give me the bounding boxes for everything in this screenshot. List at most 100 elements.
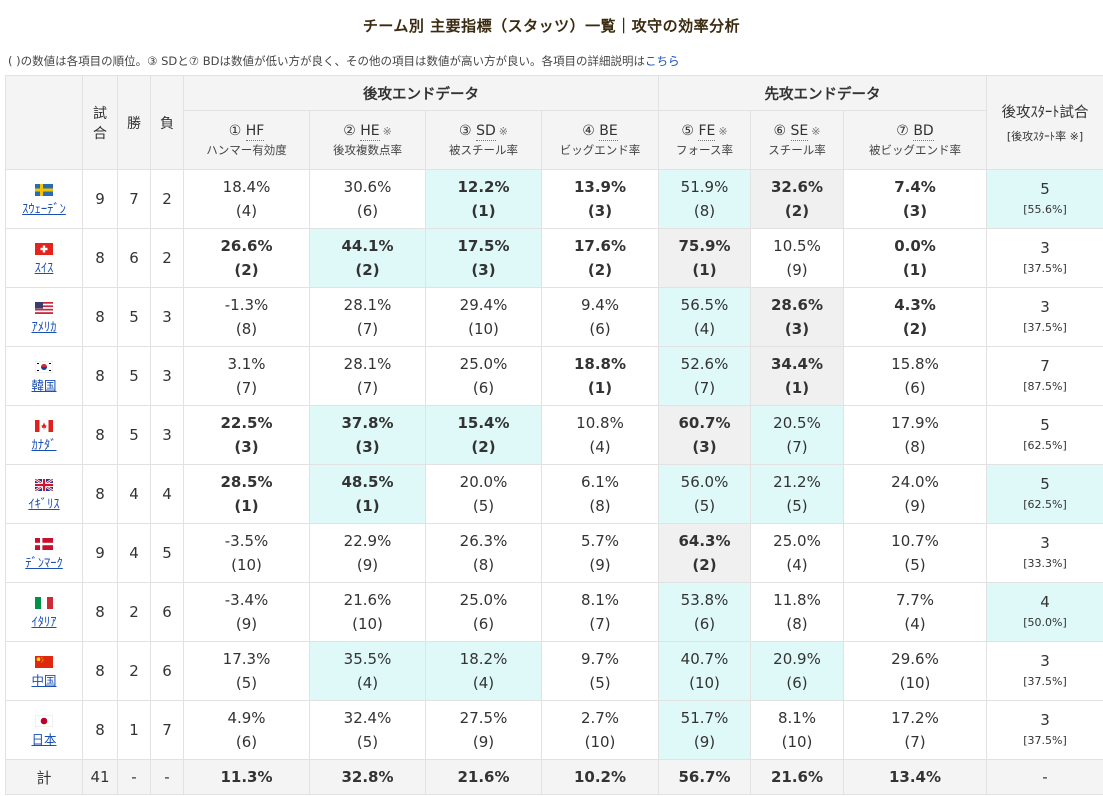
stat-rank: (6) bbox=[693, 615, 716, 633]
stat-cell-he: 28.1% (7) bbox=[309, 287, 426, 347]
hammer-start-label: 後攻ｽﾀｰﾄ試合 bbox=[1001, 105, 1089, 121]
table-row: ｲﾀﾘｱ 8 2 6 -3.4% (9) 21.6% (10) 25.0% (6) 8.1% (7) 5… bbox=[5, 582, 1103, 642]
stat-cell-he: 22.9% (9) bbox=[309, 523, 426, 583]
canada-flag-icon bbox=[35, 420, 53, 433]
japan-flag-icon bbox=[35, 715, 53, 728]
team-wins: 5 bbox=[117, 287, 151, 347]
metric-header-sd: ③ SD ※ 被スチール率 bbox=[425, 110, 542, 170]
stat-rank: (9) bbox=[472, 733, 495, 751]
metric-description: 被スチール率 bbox=[449, 142, 518, 157]
stat-rank: (6) bbox=[472, 615, 495, 633]
team-losses: 3 bbox=[150, 346, 184, 406]
metric-number: ⑦ bbox=[896, 122, 909, 139]
stat-rank: (4) bbox=[356, 674, 379, 692]
stat-rank: (4) bbox=[904, 615, 926, 633]
team-losses: 2 bbox=[150, 169, 184, 229]
team-name-link[interactable]: ｶﾅﾀﾞ bbox=[31, 436, 57, 452]
stat-value: 15.4% bbox=[457, 414, 510, 432]
metric-title: ④ BE bbox=[542, 122, 658, 141]
stat-cell-hf: 18.4% (4) bbox=[183, 169, 310, 229]
stat-value: -3.5% bbox=[224, 532, 269, 550]
stat-cell-be: 8.1% (7) bbox=[541, 582, 659, 642]
stat-cell-sd: 29.4% (10) bbox=[425, 287, 542, 347]
stat-rank: (9) bbox=[904, 497, 926, 515]
stat-rank: (9) bbox=[235, 615, 258, 633]
hammer-start-count: 3 bbox=[1040, 298, 1050, 316]
team-name-link[interactable]: ｽｳｪｰﾃﾞﾝ bbox=[22, 200, 66, 216]
team-cell: ｽｲｽ bbox=[5, 228, 83, 288]
details-link[interactable]: こちら bbox=[644, 54, 680, 68]
table-row: ｽｳｪｰﾃﾞﾝ 9 7 2 18.4% (4) 30.6% (6) 12.2% (1) 13.9% (… bbox=[5, 169, 1103, 229]
team-wins: 7 bbox=[117, 169, 151, 229]
total-wins: - bbox=[117, 759, 151, 795]
stat-cell-he: 32.4% (5) bbox=[309, 700, 426, 760]
stat-cell-be: 5.7% (9) bbox=[541, 523, 659, 583]
stat-cell-be: 18.8% (1) bbox=[541, 346, 659, 406]
stat-cell-se: 11.8% (8) bbox=[750, 582, 844, 642]
stat-rank: (9) bbox=[786, 261, 808, 279]
hammer-start-cell: 4 [50.0%] bbox=[986, 582, 1103, 642]
hammer-start-cell: 5 [55.6%] bbox=[986, 169, 1103, 229]
stat-value: 7.4% bbox=[894, 178, 936, 196]
stat-value: 8.1% bbox=[777, 709, 817, 727]
team-cell: 中国 bbox=[5, 641, 83, 701]
team-losses: 2 bbox=[150, 228, 184, 288]
total-losses: - bbox=[150, 759, 184, 795]
note-text: ( )の数値は各項目の順位。③ SDと⑦ BDは数値が低い方が良く、その他の項目… bbox=[8, 54, 645, 68]
stat-rank: (1) bbox=[355, 497, 380, 515]
stat-rank: (5) bbox=[472, 497, 495, 515]
team-name-link[interactable]: ｽｲｽ bbox=[34, 259, 54, 275]
stat-rank: (2) bbox=[234, 261, 259, 279]
total-stat-sd: 21.6% bbox=[425, 759, 542, 795]
hammer-start-cell: 3 [37.5%] bbox=[986, 700, 1103, 760]
stat-value: 10.8% bbox=[576, 414, 624, 432]
stat-value: 60.7% bbox=[678, 414, 731, 432]
stat-rank: (5) bbox=[786, 497, 808, 515]
team-name-link[interactable]: ﾃﾞﾝﾏｰｸ bbox=[25, 554, 63, 570]
stat-rank: (7) bbox=[356, 379, 379, 397]
team-name-link[interactable]: ｱﾒﾘｶ bbox=[31, 318, 57, 334]
metric-mark: ※ bbox=[498, 124, 508, 138]
table-row: 日本 8 1 7 4.9% (6) 32.4% (5) 27.5% (9) 2.7% (10) 51.7… bbox=[5, 700, 1103, 760]
team-cell: ｶﾅﾀﾞ bbox=[5, 405, 83, 465]
stat-value: 17.5% bbox=[457, 237, 510, 255]
stat-rank: (2) bbox=[587, 261, 613, 279]
stat-value: 15.8% bbox=[891, 355, 939, 373]
team-name-link[interactable]: ｲｷﾞﾘｽ bbox=[28, 495, 60, 511]
metric-description: 後攻複数点率 bbox=[333, 142, 402, 157]
swiss-flag-icon bbox=[35, 243, 53, 256]
stat-value: 17.6% bbox=[573, 237, 627, 255]
stat-rank: (1) bbox=[692, 261, 717, 279]
stat-rank: (9) bbox=[589, 556, 611, 574]
team-wins: 2 bbox=[117, 641, 151, 701]
table-row: ﾃﾞﾝﾏｰｸ 9 4 5 -3.5% (10) 22.9% (9) 26.3% (8) 5.7% (9… bbox=[5, 523, 1103, 583]
stat-rank: (6) bbox=[356, 202, 379, 220]
team-name-link[interactable]: 中国 bbox=[31, 672, 57, 688]
metric-abbr: SD bbox=[476, 122, 496, 141]
stat-value: 3.1% bbox=[227, 355, 266, 373]
table-row: 中国 8 2 6 17.3% (5) 35.5% (4) 18.2% (4) 9.7% (5) 40.7… bbox=[5, 641, 1103, 701]
stat-value: 13.9% bbox=[573, 178, 627, 196]
metric-header-bd: ⑦ BD 被ビッグエンド率 bbox=[843, 110, 987, 170]
metric-mark: ※ bbox=[811, 124, 821, 138]
denmark-flag-icon bbox=[35, 538, 53, 551]
stat-value: 29.6% bbox=[891, 650, 939, 668]
hammer-start-rate: [62.5%] bbox=[1023, 498, 1067, 511]
stat-cell-be: 10.8% (4) bbox=[541, 405, 659, 465]
metric-mark: ※ bbox=[718, 124, 728, 138]
team-name-link[interactable]: 韓国 bbox=[31, 377, 57, 393]
stat-cell-hf: -3.5% (10) bbox=[183, 523, 310, 583]
hammer-start-cell: 3 [37.5%] bbox=[986, 228, 1103, 288]
hammer-start-sub-label: [後攻ｽﾀｰﾄ率 bbox=[1006, 130, 1067, 143]
stat-value: 18.8% bbox=[573, 355, 627, 373]
team-name-link[interactable]: 日本 bbox=[31, 731, 57, 747]
stat-cell-hf: 22.5% (3) bbox=[183, 405, 310, 465]
team-name-link[interactable]: ｲﾀﾘｱ bbox=[31, 613, 57, 629]
stat-cell-sd: 20.0% (5) bbox=[425, 464, 542, 524]
hammer-start-rate: [62.5%] bbox=[1023, 439, 1067, 452]
total-stat-fe: 56.7% bbox=[658, 759, 751, 795]
team-games: 8 bbox=[82, 346, 118, 406]
page-title: チーム別 主要指標（スタッツ）一覧｜攻守の効率分析 bbox=[362, 17, 741, 35]
stat-rank: (2) bbox=[902, 320, 928, 338]
stat-value: 26.6% bbox=[220, 237, 273, 255]
